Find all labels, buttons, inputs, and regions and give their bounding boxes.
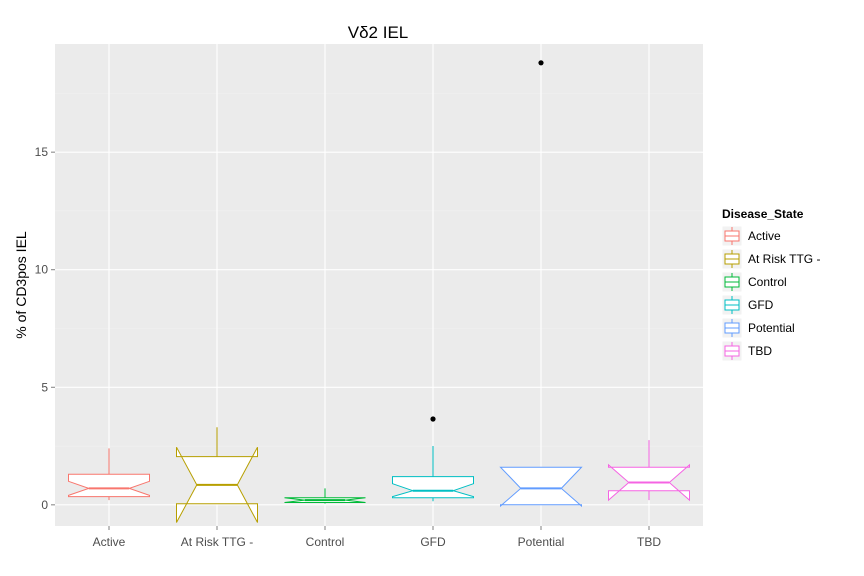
legend-item: Potential bbox=[721, 317, 795, 339]
x-axis: Active At Risk TTG - Control GFD Potential TB… bbox=[93, 526, 661, 549]
legend: Disease_State Active At Risk TTG - Control… bbox=[721, 207, 820, 362]
legend-item: Active bbox=[721, 225, 781, 247]
legend-item: At Risk TTG - bbox=[721, 248, 820, 270]
y-axis-title: % of CD3pos IEL bbox=[13, 231, 29, 339]
box-at-risk-ttg bbox=[176, 427, 258, 523]
outlier-point bbox=[538, 60, 544, 66]
y-axis: 0 5 10 15 bbox=[35, 145, 55, 512]
box-body bbox=[68, 473, 150, 498]
legend-title: Disease_State bbox=[722, 207, 804, 221]
box-tbd bbox=[608, 440, 690, 502]
boxes bbox=[68, 60, 690, 523]
legend-label: Control bbox=[748, 275, 787, 289]
legend-item: TBD bbox=[721, 340, 772, 362]
x-tick-label: Active bbox=[93, 535, 126, 549]
legend-label: Potential bbox=[748, 321, 795, 335]
y-tick-label: 5 bbox=[41, 380, 48, 394]
legend-label: Active bbox=[748, 229, 781, 243]
x-tick-label: At Risk TTG - bbox=[181, 535, 253, 549]
y-tick-label: 0 bbox=[41, 498, 48, 512]
legend-label: GFD bbox=[748, 298, 774, 312]
legend-item: GFD bbox=[721, 294, 774, 316]
x-tick-label: Control bbox=[306, 535, 345, 549]
box-active bbox=[68, 448, 150, 501]
y-tick-label: 10 bbox=[35, 263, 49, 277]
plot-panel bbox=[55, 44, 703, 526]
legend-items: Active At Risk TTG - Control GFD Potential TB… bbox=[721, 225, 820, 362]
x-tick-label: TBD bbox=[637, 535, 661, 549]
outlier-point bbox=[430, 416, 436, 422]
box-body bbox=[392, 476, 474, 499]
box-control bbox=[284, 488, 366, 504]
box-body bbox=[499, 466, 583, 508]
legend-item: Control bbox=[721, 271, 787, 293]
chart-title: Vδ2 IEL bbox=[348, 23, 409, 42]
box-potential bbox=[499, 60, 583, 508]
legend-label: TBD bbox=[748, 344, 772, 358]
grid-minor bbox=[55, 93, 703, 447]
x-tick-label: GFD bbox=[420, 535, 446, 549]
box-gfd bbox=[392, 416, 474, 502]
y-tick-label: 15 bbox=[35, 145, 49, 159]
x-tick-label: Potential bbox=[518, 535, 565, 549]
legend-label: At Risk TTG - bbox=[748, 252, 820, 266]
